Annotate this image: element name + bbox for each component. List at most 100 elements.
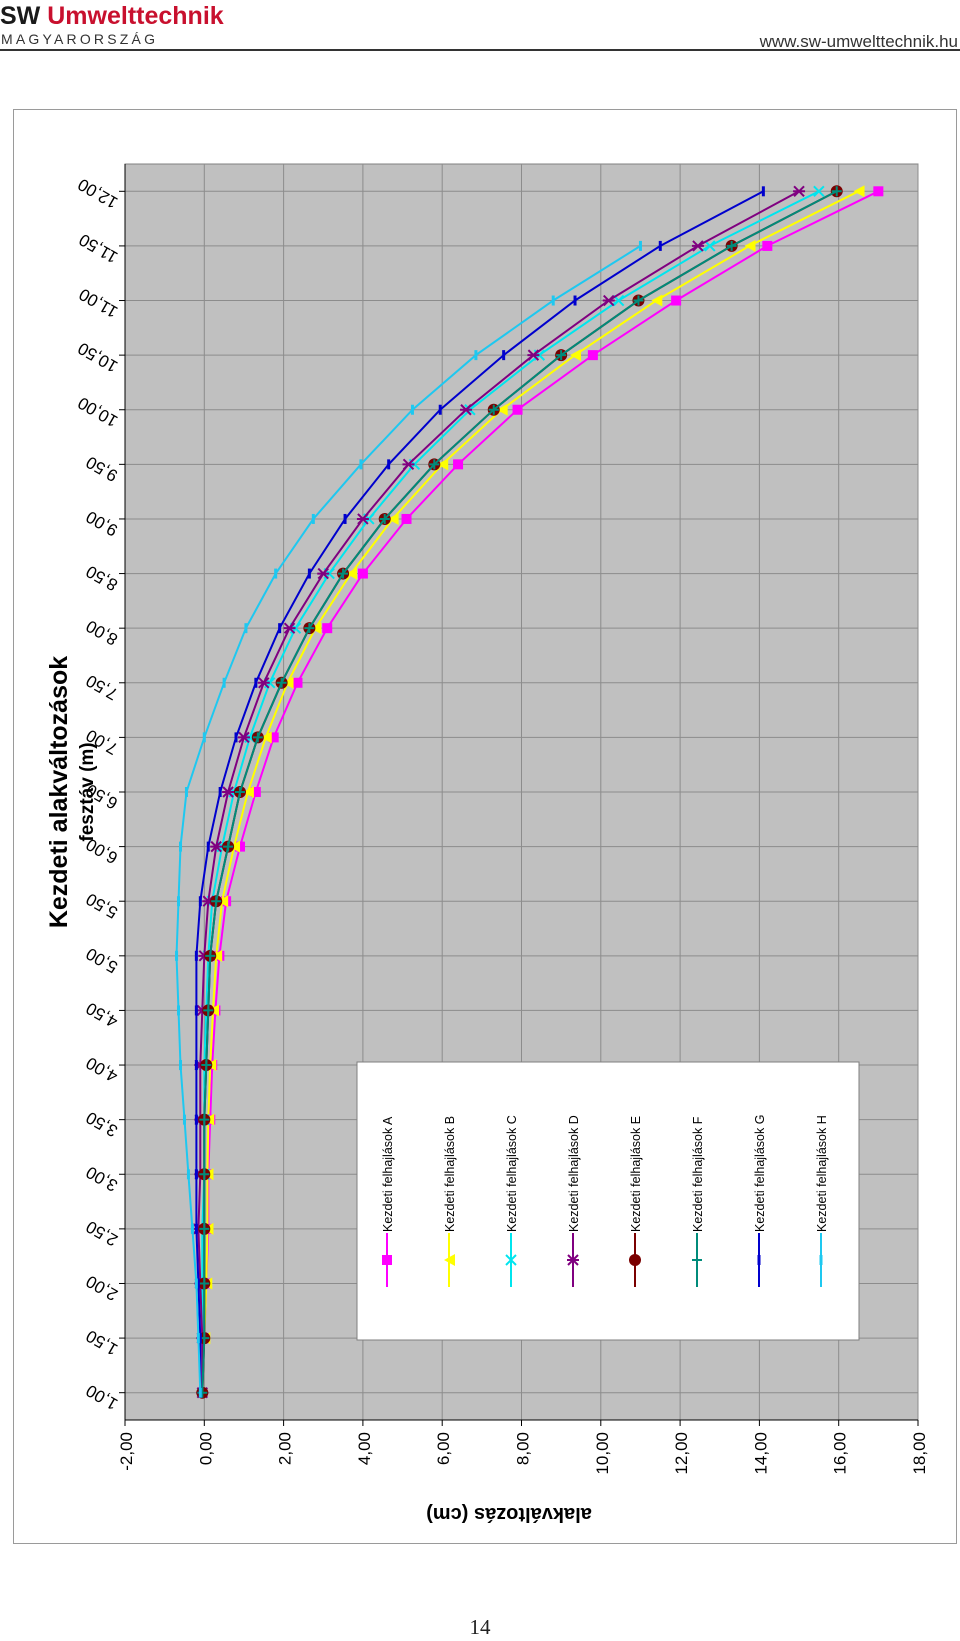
data-point [651, 294, 663, 307]
data-point [182, 1114, 186, 1125]
data-point [726, 240, 737, 251]
y-axis-label: alakváltozás (cm) [426, 1503, 592, 1525]
series-line [175, 245, 642, 1393]
y-tick-label: 8,00 [514, 1432, 533, 1465]
data-point [359, 459, 363, 470]
data-point [218, 787, 222, 797]
x-tick-label: 9,00 [83, 507, 121, 540]
legend-marker [692, 1255, 702, 1265]
legend-label: Kezdeti felhajlások C [505, 1115, 519, 1232]
data-point [194, 1060, 198, 1071]
data-point [379, 513, 390, 524]
legend-label: Kezdeti felhajlások D [567, 1115, 581, 1232]
data-point [194, 950, 198, 961]
data-point [276, 677, 287, 688]
x-tick-label: 10,00 [75, 393, 121, 431]
legend-marker [382, 1255, 392, 1265]
x-tick-label: 8,50 [83, 562, 121, 595]
data-point [196, 1278, 200, 1289]
data-point [229, 840, 241, 853]
data-point [573, 295, 577, 306]
y-tick-label: 12,00 [672, 1432, 691, 1475]
y-tick-label: 18,00 [910, 1432, 929, 1475]
data-point [437, 458, 449, 471]
chart-title-group: Kezdeti alakváltozások fesztáv (m) [45, 656, 98, 928]
brand-logo: SW Umwelttechnik [0, 2, 224, 30]
logo-brand-text: Umwelttechnik [47, 2, 224, 30]
data-point [223, 841, 234, 852]
data-point [194, 1114, 198, 1125]
logo-country-text: MAGYARORSZÁG [1, 31, 159, 47]
data-point [570, 349, 582, 362]
data-point [387, 459, 391, 470]
series-line [203, 190, 859, 1339]
legend-marker [757, 1255, 761, 1265]
data-point [496, 403, 508, 416]
legend-marker [444, 1254, 455, 1266]
y-tick-label: 14,00 [751, 1432, 770, 1475]
data-point [196, 1333, 200, 1344]
data-point [502, 350, 506, 361]
data-point [179, 841, 183, 852]
data-point [438, 404, 442, 415]
x-tick-label: 11,50 [76, 230, 121, 267]
x-tick-label: 2,50 [83, 1217, 121, 1250]
data-point [242, 786, 254, 798]
data-point [402, 458, 415, 471]
data-point [283, 622, 296, 634]
data-point [459, 404, 472, 416]
data-point [222, 786, 235, 798]
x-tick-label: 3,00 [83, 1162, 121, 1195]
x-tick-label: 4,00 [83, 1053, 121, 1086]
data-point [761, 186, 765, 197]
data-point [304, 623, 315, 634]
data-point [527, 349, 540, 361]
legend-label: Kezdeti felhajlások A [381, 1116, 395, 1232]
data-point [853, 185, 865, 198]
data-point [237, 731, 250, 744]
data-point [199, 1114, 210, 1125]
data-point [179, 1060, 183, 1071]
legend-marker [819, 1255, 823, 1265]
data-point [250, 787, 261, 797]
x-tick-label: 10,50 [75, 338, 121, 376]
data-point [744, 239, 756, 252]
data-point [387, 512, 399, 525]
data-point [317, 567, 330, 580]
chart-legend: Kezdeti felhajlások A Kezdeti felhajlások… [356, 1061, 860, 1341]
data-point [199, 1223, 210, 1234]
data-point [186, 1169, 190, 1180]
data-point [813, 185, 825, 198]
data-point [252, 732, 263, 743]
data-point [346, 567, 358, 580]
x-tick-label: 11,00 [76, 284, 121, 321]
chart-title: Kezdeti alakváltozások [45, 656, 73, 928]
data-point [199, 1278, 210, 1289]
x-axis-label: fesztáv (m) [77, 742, 98, 841]
data-point [356, 513, 369, 525]
data-point [201, 1060, 212, 1071]
y-tick-label: 4,00 [355, 1432, 374, 1465]
x-tick-label: 5,00 [83, 944, 121, 977]
data-point [310, 622, 322, 635]
data-point [205, 950, 216, 961]
data-point [793, 185, 806, 198]
data-point [217, 895, 229, 908]
data-point [474, 350, 478, 361]
legend-box [356, 1061, 860, 1341]
data-point [311, 513, 315, 524]
data-point [671, 295, 682, 306]
data-point [210, 840, 223, 853]
legend-marker [629, 1254, 641, 1266]
legend-label: Kezdeti felhajlások H [815, 1115, 829, 1232]
data-point [198, 1333, 202, 1344]
data-point [292, 677, 303, 688]
y-tick-label: 16,00 [831, 1432, 850, 1475]
website-url[interactable]: www.sw-umwelttechnik.hu [759, 32, 958, 51]
x-tick-label: 8,00 [83, 616, 121, 649]
data-point [282, 676, 294, 689]
data-point [322, 623, 333, 634]
legend-label: Kezdeti felhajlások E [629, 1116, 643, 1232]
data-point [190, 1223, 194, 1234]
